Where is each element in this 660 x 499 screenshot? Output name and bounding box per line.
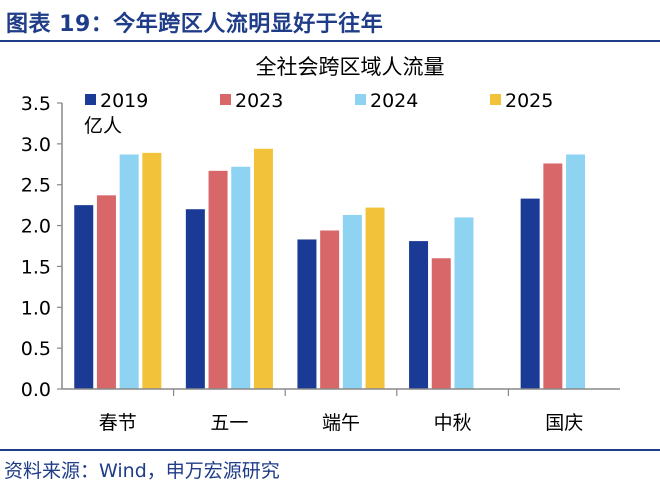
y-tick-label: 1.0 [21,297,51,319]
bar-2024 [119,154,139,389]
legend-label-2023: 2023 [235,90,283,112]
bar-2024 [566,154,586,389]
x-tick-label: 春节 [99,412,137,434]
bar-2019 [185,209,205,389]
legend-swatch-2024 [355,94,366,105]
bar-2019 [297,239,317,389]
y-tick-label: 1.5 [21,256,51,278]
bar-2024 [231,166,251,389]
bar-2019 [409,241,429,389]
y-axis-label: 亿人 [84,115,122,137]
legend-label-2024: 2024 [370,90,418,112]
bar-2023 [96,195,116,389]
title-rule [0,40,660,42]
bar-2023 [208,170,228,389]
x-tick-label: 中秋 [434,412,472,434]
bar-2025 [142,152,162,389]
y-tick-label: 3.5 [21,93,51,115]
x-tick-label: 端午 [322,412,360,434]
legend-swatch-2019 [85,94,96,105]
bar-2019 [520,198,540,389]
y-tick-label: 0.5 [21,338,51,360]
bars [74,148,586,389]
chart-title: 全社会跨区域人流量 [256,55,445,79]
bar-2025 [365,207,385,389]
source-note: 资料来源：Wind，申万宏源研究 [4,460,280,482]
y-axis-ticks: 0.0 0.5 1.0 1.5 2.0 2.5 3.0 3.5 [21,93,62,401]
bar-2024 [454,217,474,389]
y-tick-label: 2.5 [21,175,51,197]
legend-label-2025: 2025 [505,90,553,112]
y-tick-label: 3.0 [21,134,51,156]
y-tick-label: 2.0 [21,216,51,238]
figure-title: 图表 19：今年跨区人流明显好于往年 [6,12,384,37]
bar-chart: 全社会跨区域人流量 亿人 2019 2023 2024 2025 0.0 0.5 1.0 1… [21,55,620,434]
legend-label-2019: 2019 [100,90,148,112]
bar-2023 [320,230,340,389]
bar-2024 [342,214,362,389]
legend: 2019 2023 2024 2025 [85,90,553,112]
source-rule [0,449,660,451]
bar-2019 [74,205,94,389]
x-tick-label: 国庆 [545,412,583,434]
x-tick-label: 五一 [210,412,248,434]
bar-2023 [543,163,563,389]
x-axis-ticks: 春节 五一 端午 中秋 国庆 [99,389,583,434]
figure-header: 图表 19：今年跨区人流明显好于往年 [0,0,660,42]
y-tick-label: 0.0 [21,379,51,401]
bar-2023 [431,258,451,389]
legend-swatch-2023 [220,94,231,105]
legend-swatch-2025 [490,94,501,105]
bar-2025 [253,148,273,389]
